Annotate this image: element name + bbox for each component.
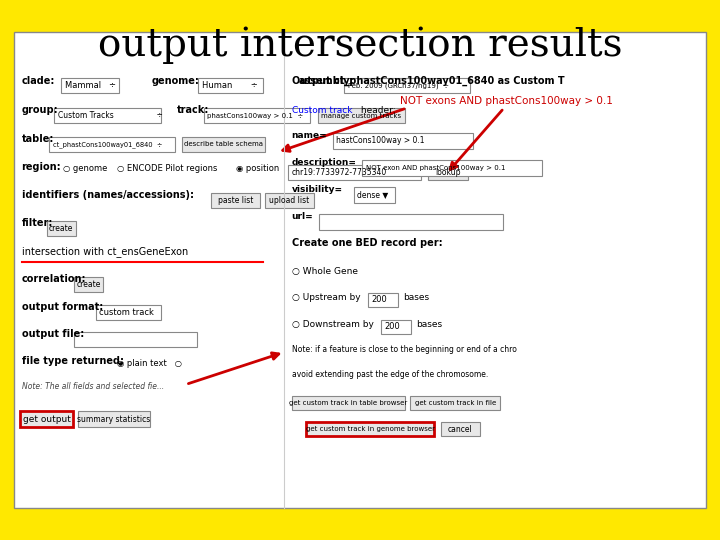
Text: 200: 200 <box>372 295 387 305</box>
Bar <box>96 305 161 320</box>
Text: cancel: cancel <box>448 424 473 434</box>
Text: intersection with ct_ensGeneExon: intersection with ct_ensGeneExon <box>22 246 188 257</box>
Text: output format:: output format: <box>22 302 103 313</box>
Text: ○ Whole Gene: ○ Whole Gene <box>292 267 358 276</box>
Bar <box>410 396 500 410</box>
Text: chr19:7733972-7735340: chr19:7733972-7735340 <box>292 168 387 177</box>
Bar <box>381 320 411 334</box>
FancyArrowPatch shape <box>189 353 279 383</box>
Text: Custom Tracks                  ÷: Custom Tracks ÷ <box>58 111 163 120</box>
Text: Custom track: Custom track <box>292 106 352 115</box>
Text: lookup: lookup <box>436 168 461 177</box>
Text: get custom track in file: get custom track in file <box>415 400 496 407</box>
Bar <box>265 193 314 208</box>
Bar <box>211 193 260 208</box>
Text: ○ ENCODE Pilot regions: ○ ENCODE Pilot regions <box>117 164 217 173</box>
Text: ○ Downstream by: ○ Downstream by <box>292 320 374 329</box>
Text: output file:: output file: <box>22 329 84 340</box>
Text: Note: if a feature is close to the beginning or end of a chro: Note: if a feature is close to the begin… <box>292 345 516 354</box>
Text: Output ct_phastCons100way01_6840 as Custom T: Output ct_phastCons100way01_6840 as Cust… <box>292 76 564 86</box>
Text: name=: name= <box>292 131 328 140</box>
Text: NOT exons AND phastCons100way > 0.1: NOT exons AND phastCons100way > 0.1 <box>400 96 613 106</box>
Bar <box>204 108 310 123</box>
Text: 200: 200 <box>384 322 400 332</box>
Text: Human       ÷: Human ÷ <box>202 82 257 90</box>
Bar <box>333 133 473 148</box>
Text: visibility=: visibility= <box>292 185 343 194</box>
Text: Feb. 2009 (GRCh37/hg19)  ÷: Feb. 2009 (GRCh37/hg19) ÷ <box>348 83 449 89</box>
Bar <box>368 293 398 307</box>
Text: identifiers (names/accessions):: identifiers (names/accessions): <box>22 190 194 200</box>
Text: group:: group: <box>22 105 58 116</box>
Bar <box>47 221 76 236</box>
Bar <box>319 214 503 230</box>
Bar <box>182 137 265 152</box>
Bar <box>20 411 73 427</box>
Text: upload list: upload list <box>269 196 310 205</box>
Bar <box>74 332 197 347</box>
Text: track:: track: <box>176 105 209 116</box>
Text: url=: url= <box>292 212 313 221</box>
Text: ct_phastCons100way01_6840  ÷: ct_phastCons100way01_6840 ÷ <box>53 141 162 147</box>
Text: custom track: custom track <box>99 308 154 317</box>
Text: assembly:: assembly: <box>299 76 354 86</box>
Text: clade:: clade: <box>22 76 55 86</box>
Text: get custom track in genome browser: get custom track in genome browser <box>305 426 435 432</box>
Text: Note: The all fields and selected fie...: Note: The all fields and selected fie... <box>22 382 163 392</box>
FancyArrowPatch shape <box>283 109 404 151</box>
Text: bases: bases <box>416 320 442 329</box>
Text: phastCons100way > 0.1  ÷: phastCons100way > 0.1 ÷ <box>207 112 304 119</box>
Text: file type returned:: file type returned: <box>22 356 124 367</box>
Bar <box>61 78 119 93</box>
Text: region:: region: <box>22 162 61 172</box>
Bar <box>49 137 175 152</box>
Text: ○ Upstream by: ○ Upstream by <box>292 293 360 302</box>
Text: table:: table: <box>22 134 54 144</box>
Text: bases: bases <box>403 293 429 302</box>
Bar <box>318 108 405 123</box>
Bar <box>292 396 405 410</box>
FancyArrowPatch shape <box>450 110 502 170</box>
Bar <box>306 422 434 436</box>
Bar <box>428 165 468 180</box>
Text: ○ genome: ○ genome <box>63 164 108 173</box>
Bar <box>354 187 395 202</box>
Text: paste list: paste list <box>217 196 253 205</box>
Text: correlation:: correlation: <box>22 274 86 285</box>
Text: ◉ plain text   ○: ◉ plain text ○ <box>117 359 181 368</box>
Text: header:: header: <box>358 106 395 115</box>
Text: genome:: genome: <box>151 76 199 86</box>
Text: avoid extending past the edge of the chromosome.: avoid extending past the edge of the chr… <box>292 370 488 380</box>
Text: NOT exon AND phastCons100way > 0.1: NOT exon AND phastCons100way > 0.1 <box>366 165 505 171</box>
Text: Create one BED record per:: Create one BED record per: <box>292 238 442 248</box>
Text: output intersection results: output intersection results <box>98 27 622 64</box>
Bar <box>198 78 263 93</box>
Bar <box>78 411 150 427</box>
Text: description=: description= <box>292 158 356 167</box>
Text: get custom track in table browser: get custom track in table browser <box>289 400 408 407</box>
Text: dense ▼: dense ▼ <box>357 191 388 199</box>
Text: summary statistics: summary statistics <box>77 415 150 423</box>
Bar <box>344 78 470 93</box>
Text: create: create <box>49 224 73 233</box>
Bar <box>288 165 421 180</box>
Text: hastCons100way > 0.1: hastCons100way > 0.1 <box>336 137 425 145</box>
Bar <box>54 108 161 123</box>
Text: describe table schema: describe table schema <box>184 141 263 147</box>
Text: filter:: filter: <box>22 218 53 228</box>
Bar <box>14 32 706 508</box>
Bar <box>74 277 103 292</box>
Text: manage custom tracks: manage custom tracks <box>321 112 402 119</box>
Text: create: create <box>76 280 101 289</box>
Bar <box>441 422 480 436</box>
Text: Mammal   ÷: Mammal ÷ <box>65 82 116 90</box>
Text: get output: get output <box>22 415 71 423</box>
Bar <box>362 160 542 176</box>
Text: ◉ position: ◉ position <box>236 164 279 173</box>
